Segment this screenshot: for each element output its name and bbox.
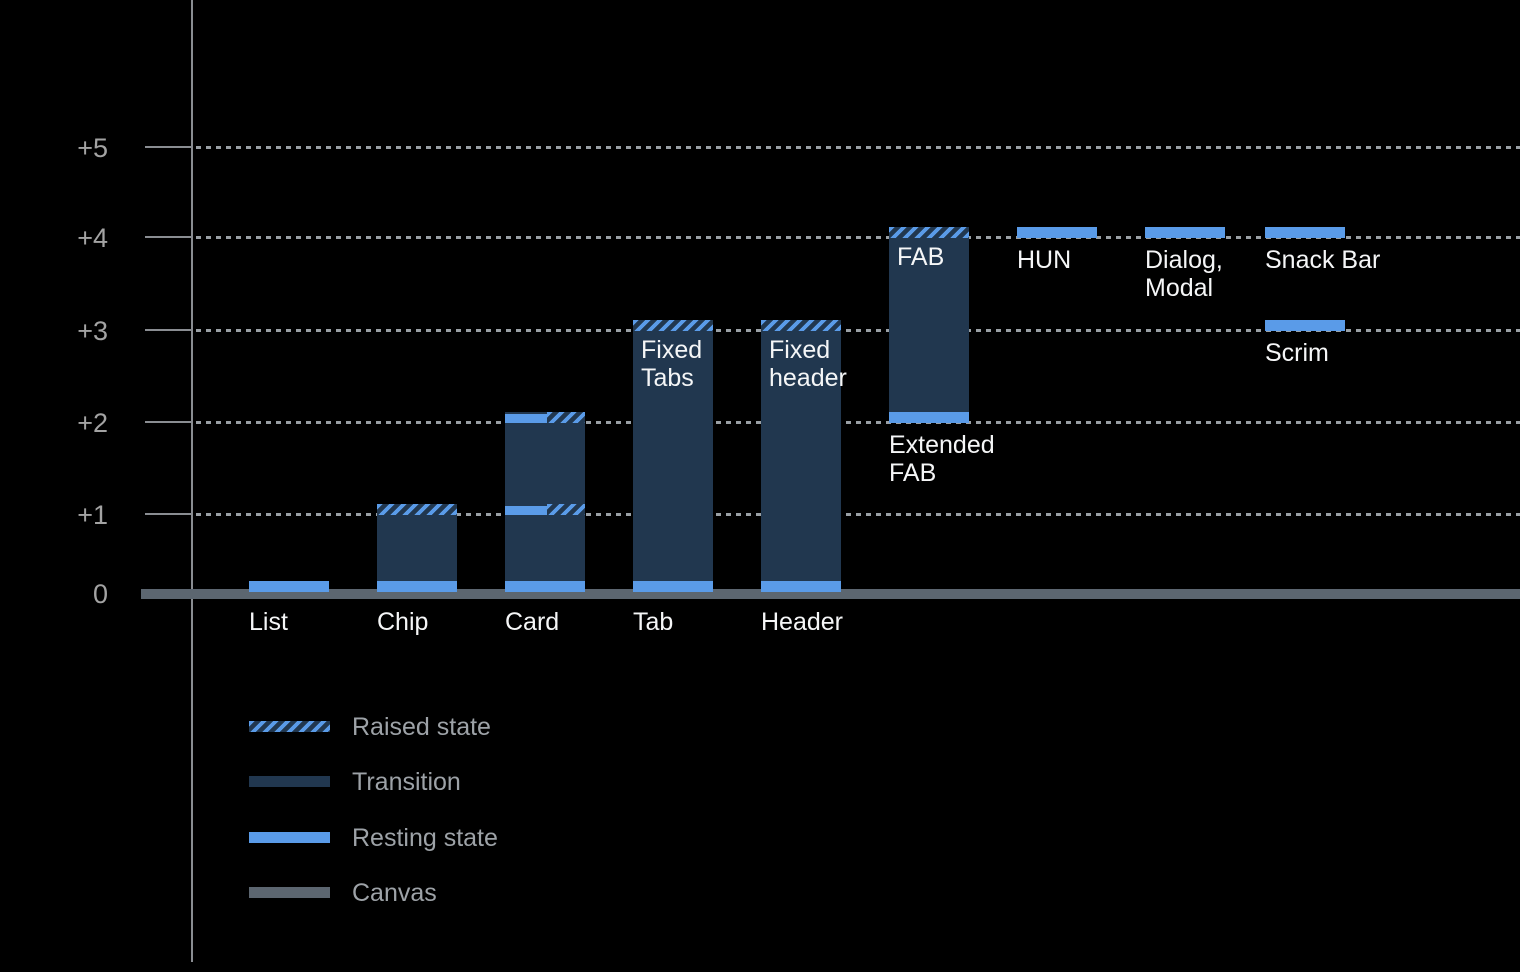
legend-label-resting-state: Resting state (352, 824, 498, 852)
y-tick-mark-5 (145, 146, 193, 148)
y-tick-label-0: 0 (92, 579, 108, 609)
resting-bar-chip-0 (377, 581, 457, 592)
resting-bar-dialog-modal-4 (1145, 227, 1225, 238)
legend-swatch-canvas (249, 887, 330, 898)
legend-label-transition: Transition (352, 768, 461, 796)
legend-swatch-raised-state (249, 721, 330, 732)
raised-hatch-tab-3 (633, 320, 713, 331)
bar-label-tab: Tab (633, 608, 674, 636)
legend-label-canvas: Canvas (352, 879, 437, 907)
legend-label-raised-state: Raised state (352, 713, 491, 741)
y-tick-mark-4 (145, 236, 193, 238)
split-raised-segment (547, 504, 585, 515)
gridline-1 (196, 513, 1520, 516)
bar-label-extended-fab: Extended FAB (889, 431, 995, 487)
bar-label-list: List (249, 608, 288, 636)
bar-inner-label-fixed-header: Fixed header (769, 336, 847, 392)
bar-inner-label-fixed-tabs: Fixed Tabs (641, 336, 703, 392)
transition-bar-tab (633, 331, 713, 592)
resting-bar-snack-bar-4 (1265, 227, 1345, 238)
raised-hatch-extended-fab-4 (889, 227, 969, 238)
bar-label-chip: Chip (377, 608, 429, 636)
y-tick-mark-2 (145, 421, 193, 423)
gridline-5 (196, 146, 1520, 149)
raised-hatch-chip-1 (377, 504, 457, 515)
y-tick-label-1: +1 (77, 500, 108, 530)
bar-label-snack-bar: Snack Bar (1265, 246, 1381, 274)
bar-label-scrim: Scrim (1265, 339, 1329, 367)
split-resting-segment (505, 506, 548, 515)
resting-bar-list-0 (249, 581, 329, 592)
resting-bar-header-0 (761, 581, 841, 592)
legend-swatch-transition (249, 776, 330, 787)
legend-swatch-resting-state (249, 832, 330, 843)
y-tick-mark-1 (145, 513, 193, 515)
bar-label-header: Header (761, 608, 843, 636)
split-resting-segment (505, 414, 548, 423)
gridline-2 (196, 421, 1520, 424)
bar-label-card: Card (505, 608, 560, 636)
split-raised-segment (547, 412, 585, 423)
gridline-4 (196, 236, 1520, 239)
resting-bar-tab-0 (633, 581, 713, 592)
gridline-3 (196, 329, 1520, 332)
resting-raised-band-card-1 (505, 504, 585, 515)
resting-raised-band-card-2 (505, 412, 585, 423)
y-axis-line (191, 0, 193, 962)
y-tick-label-5: +5 (77, 133, 108, 163)
resting-bar-card-0 (505, 581, 585, 592)
y-tick-mark-3 (145, 329, 193, 331)
transition-bar-chip (377, 515, 457, 592)
raised-hatch-header-3 (761, 320, 841, 331)
y-tick-label-4: +4 (77, 223, 108, 253)
transition-bar-extended-fab (889, 238, 969, 423)
y-tick-label-2: +2 (77, 408, 108, 438)
resting-bar-hun-4 (1017, 227, 1097, 238)
canvas-baseline (141, 589, 1520, 599)
transition-bar-header (761, 331, 841, 592)
bar-label-hun: HUN (1017, 246, 1072, 274)
bar-label-dialog-modal: Dialog, Modal (1145, 246, 1223, 302)
resting-bar-extended-fab-2 (889, 412, 969, 423)
bar-inner-label-fab: FAB (897, 243, 945, 271)
resting-bar-scrim-3 (1265, 320, 1345, 331)
y-tick-label-3: +3 (77, 316, 108, 346)
